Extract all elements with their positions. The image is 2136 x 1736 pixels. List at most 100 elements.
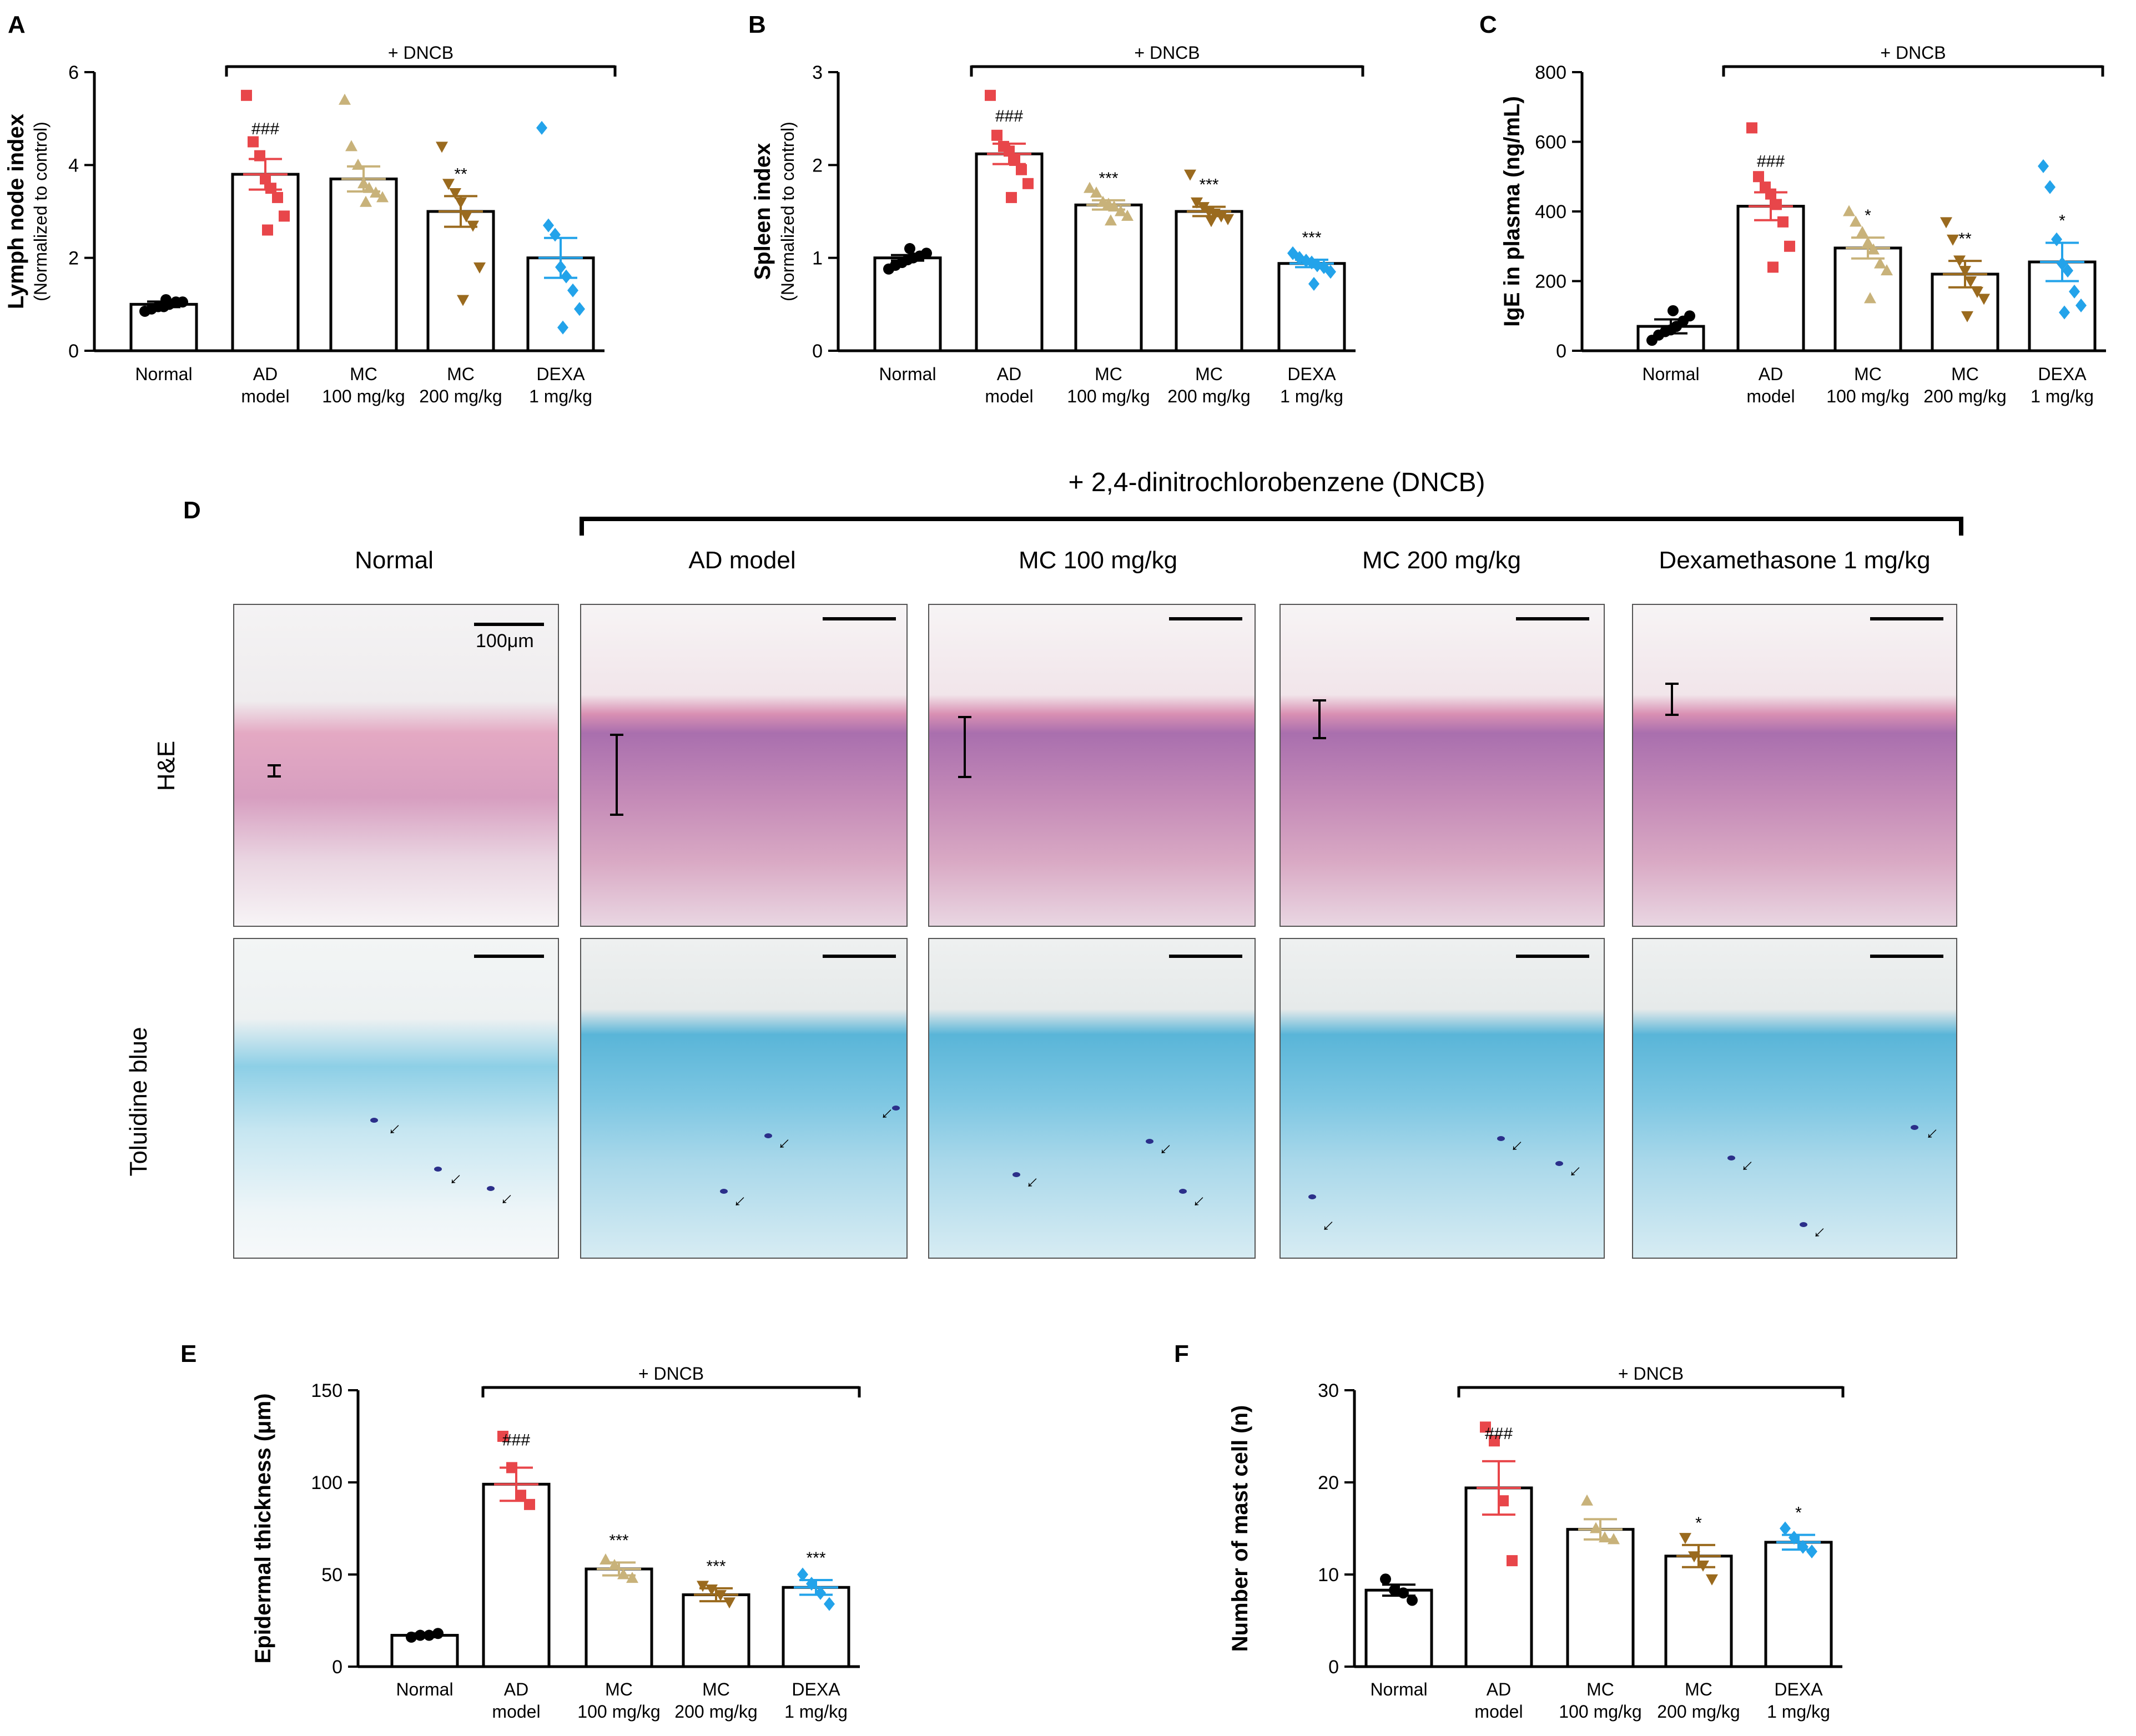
data-point [567,283,578,297]
data-point [1753,171,1764,183]
data-point [345,140,357,152]
x-category-label: DEXA [1774,1679,1823,1699]
scale-bar [474,955,544,958]
data-point [436,142,448,153]
significance-label: *** [706,1557,726,1576]
data-point [1084,181,1096,193]
panel-label-f: F [1174,1340,1189,1367]
bar [1364,1588,1433,1668]
histology-col-mc100: MC 100 mg/kg [1018,547,1178,574]
x-category-label: DEXA [536,364,585,384]
mast-cell [1012,1172,1020,1177]
data-point [1843,205,1855,216]
data-point [1874,257,1886,269]
data-point [1706,1574,1718,1586]
dncb-bracket-label: + DNCB [1880,43,1946,63]
mast-cell [1308,1194,1316,1199]
x-category-label: MC [605,1679,633,1699]
x-category-label: Normal [1370,1679,1427,1699]
histology-col-dexamethasone: Dexamethasone 1 mg/kg [1659,547,1931,574]
x-category-label: 100 mg/kg [1559,1702,1641,1722]
panel-label-b: B [748,11,766,38]
data-point [1205,216,1217,228]
arrow-icon: ← [870,1097,899,1126]
tb-image-mc200: ← ← ← [1279,938,1605,1259]
x-category-label: model [1474,1702,1523,1722]
bar [482,1482,551,1668]
data-point [497,1431,508,1442]
panel-label-e: E [180,1340,197,1367]
data-point [265,183,276,194]
data-point [460,211,472,223]
scale-bar [1516,617,1589,620]
he-image-mc100 [928,604,1256,927]
scale-bar [474,623,544,626]
significance-label: *** [609,1531,628,1550]
dncb-bracket-label: + DNCB [1618,1364,1684,1384]
data-point [515,1490,526,1501]
y-axis-label: Epidermal thickness (μm) [251,1394,275,1664]
y-axis-label: IgE in plasma (ng/mL) [1500,96,1524,327]
y-tick-label: 0 [1328,1657,1339,1678]
y-axis-label: Number of mast cell (n) [1228,1405,1252,1652]
data-point [1407,1594,1418,1606]
data-point [2069,284,2080,299]
he-image-mc200 [1279,604,1605,927]
mast-cell [1800,1222,1807,1227]
mast-cell [1727,1155,1735,1160]
mast-cell [1555,1161,1563,1166]
x-category-label: 1 mg/kg [529,386,592,406]
data-point [1090,186,1102,198]
arrow-icon: ← [1312,1209,1341,1238]
x-category-label: AD [1759,364,1783,384]
data-point [2051,232,2062,246]
x-category-label: Normal [1642,364,1699,384]
data-point [363,181,375,193]
data-point [2062,264,2073,278]
y-tick-label: 150 [311,1380,342,1401]
mast-cell [434,1167,442,1172]
y-tick-label: 800 [1535,62,1566,83]
y-axis-label: Lymph node index [4,114,28,309]
x-category-label: MC [1586,1679,1614,1699]
arrow-icon: ← [1916,1117,1944,1146]
arrow-icon: ← [1149,1133,1178,1162]
x-category-label: 1 mg/kg [2031,386,2094,406]
data-point [1480,1421,1491,1433]
data-point [2038,159,2049,173]
scale-bar [1870,617,1943,620]
panel-label-d: D [183,497,201,524]
data-point [1961,311,1973,322]
panel-label-c: C [1479,11,1497,38]
significance-label: *** [1199,176,1218,194]
data-point [1771,199,1782,210]
data-point [1498,1495,1509,1507]
arrow-icon: ← [1016,1166,1045,1195]
x-category-label: 200 mg/kg [1167,386,1250,406]
data-point [1668,305,1679,316]
mast-cell [1179,1189,1187,1194]
scale-bar [1870,955,1943,958]
significance-label: *** [1302,229,1321,247]
data-point [574,302,585,316]
data-point [1806,1545,1817,1558]
mast-cell [764,1133,772,1138]
data-point [904,243,915,254]
scale-bar [1169,955,1242,958]
data-point [2044,180,2056,194]
histology-col-normal: Normal [355,547,434,574]
data-point [1978,294,1990,305]
bar [682,1593,750,1668]
significance-label: * [1865,206,1871,225]
x-category-label: model [241,386,289,406]
x-category-label: 1 mg/kg [1280,386,1343,406]
x-category-label: model [985,386,1033,406]
data-point [1784,240,1795,252]
histology-row-he: H&E [153,740,180,791]
arrow-icon: ← [1803,1216,1832,1245]
data-point [1780,1521,1791,1536]
tb-image-normal: ← ← ← [233,938,559,1259]
data-point [985,89,996,101]
mast-cell [370,1118,378,1123]
x-category-label: MC [1685,1679,1712,1699]
